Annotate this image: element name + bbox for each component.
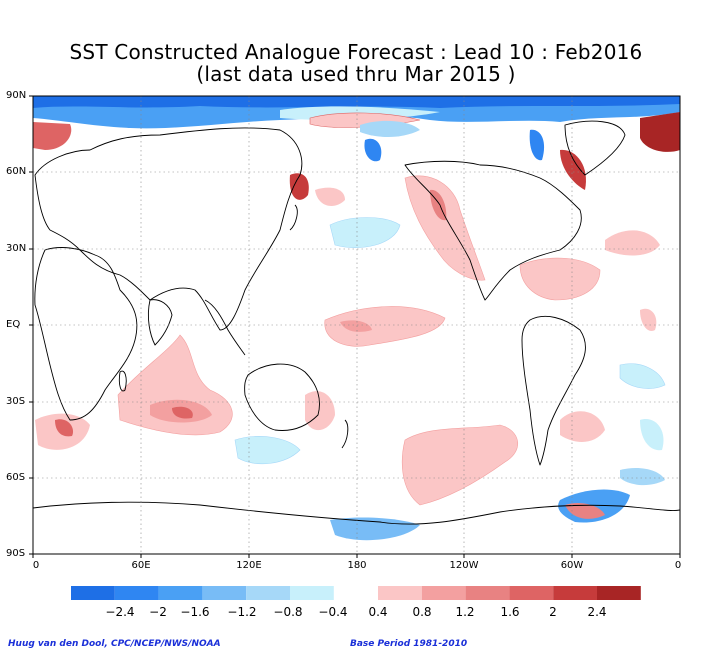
coastlines [33,120,680,525]
south-pacific-warm-anomaly [401,424,519,506]
colorbar-swatch-negative [246,586,290,600]
lon-label: 120E [236,560,262,571]
colorbar-swatch-positive [509,586,554,600]
colorbar-swatch-positive [378,586,422,600]
colorbar-swatch-positive [465,586,510,600]
colorbar-label: 0.4 [368,605,388,619]
ne-pacific-warm-anomaly [404,175,486,281]
equatorial-pacific-warm-anomaly [324,306,446,347]
lon-label: 60W [560,560,584,571]
colorbar-swatch-negative [158,586,203,600]
lat-label: EQ [6,319,21,330]
colorbar-label: −2.4 [105,605,135,619]
colorbar [71,586,641,600]
colorbar-swatch-negative [71,586,115,600]
sst-anomaly-map [29,95,681,600]
colorbar-swatch-negative [202,586,247,600]
colorbar-swatch-negative [290,586,334,600]
base-period-text: Base Period 1981-2010 [350,639,468,649]
map-title: SST Constructed Analogue Forecast : Lead… [69,40,643,64]
lon-label: 0 [674,560,682,571]
lat-label: 90S [6,548,26,559]
colorbar-label: 2.4 [587,605,607,619]
lat-label: 60N [6,166,27,177]
lon-label: 0 [32,560,40,571]
colorbar-label: −0.4 [318,605,348,619]
lon-label: 60E [131,560,151,571]
colorbar-label: 0.8 [412,605,432,619]
colorbar-swatch-positive [553,586,597,600]
colorbar-label: 1.2 [455,605,475,619]
colorbar-label: −2 [149,605,167,619]
lon-label: 180 [347,560,367,571]
colorbar-swatch-positive [421,586,466,600]
colorbar-swatch-positive [597,586,641,600]
colorbar-label: −0.8 [273,605,303,619]
colorbar-label: 2 [549,605,557,619]
lat-label: 30S [6,396,26,407]
lat-label: 60S [6,472,26,483]
colorbar-label: −1.6 [180,605,210,619]
map-subtitle: (last data used thru Mar 2015 ) [196,62,516,86]
colorbar-label: −1.2 [227,605,257,619]
credit-text: Huug van den Dool, CPC/NCEP/NWS/NOAA [8,639,221,649]
lon-label: 120W [449,560,479,571]
lat-label: 90N [6,90,27,101]
colorbar-swatch-negative [114,586,159,600]
colorbar-label: 1.6 [500,605,520,619]
lat-label: 30N [6,243,27,254]
